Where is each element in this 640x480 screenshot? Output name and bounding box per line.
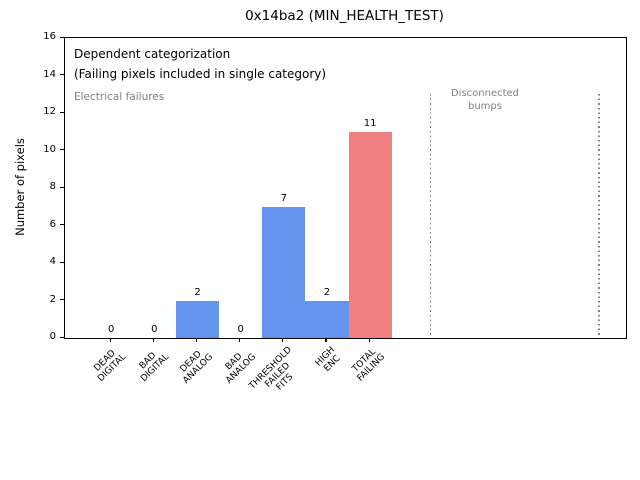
bar-value-label: 2 [194, 286, 201, 298]
y-tick-mark [60, 74, 64, 76]
y-tick-label: 4 [49, 256, 56, 267]
x-tick-label: THRESHOLD FAILED FITS [247, 345, 296, 393]
x-tick-mark [368, 338, 370, 342]
y-tick-label: 2 [49, 293, 56, 305]
bar-value-label: 2 [323, 286, 331, 298]
annotation-dependent-categorization-line2: (Failing pixels included in single categ… [74, 67, 327, 81]
x-tick-label: DEAD DIGITAL [92, 348, 129, 385]
bar-value-label: 0 [237, 324, 244, 335]
x-tick-label: BAD DIGITAL [138, 350, 172, 385]
x-tick-mark [109, 338, 111, 342]
y-tick-label: 12 [43, 106, 56, 117]
y-tick-label: 14 [43, 68, 56, 80]
annotation-disconnected-bumps-line2: bumps [468, 101, 502, 112]
chart-title: 0x14ba2 (MIN_HEALTH_TEST) [245, 8, 444, 24]
x-tick-mark [196, 338, 198, 342]
x-tick-label: HIGH ENC [313, 345, 343, 374]
y-tick-mark [60, 224, 64, 226]
annotation-disconnected-bumps: Disconnected bumps [451, 87, 519, 113]
y-tick-label: 8 [49, 181, 56, 192]
bar-threshold-failed-fits [262, 206, 306, 338]
bar-total-failing [348, 131, 392, 338]
annotation-disconnected-bumps-line1: Disconnected [450, 88, 520, 99]
plot-area: Dependent categorization (Failing pixels… [64, 37, 627, 339]
x-tick-mark [152, 338, 155, 342]
y-tick-mark [60, 336, 64, 338]
y-tick-mark [60, 186, 64, 188]
y-tick-mark [60, 111, 64, 113]
x-tick-mark [325, 338, 327, 342]
y-tick-mark [60, 36, 64, 38]
y-tick-label: 10 [43, 143, 56, 155]
bar-dead-analog [175, 300, 220, 338]
y-tick-mark [60, 299, 64, 301]
bar-value-label: 7 [280, 192, 287, 204]
bar-value-label: 0 [151, 324, 158, 335]
y-tick-label: 6 [49, 218, 56, 230]
y-tick-mark [60, 149, 64, 151]
dotted-divider-line [429, 94, 432, 338]
y-tick-mark [60, 261, 64, 263]
bar-high-enc [305, 300, 349, 338]
x-tick-mark [239, 338, 241, 342]
y-tick-label: 16 [43, 31, 56, 42]
x-tick-label: TOTAL FAILING [350, 347, 388, 384]
annotation-electrical-failures: Electrical failures [74, 91, 165, 103]
bar-value-label: 11 [363, 117, 377, 129]
y-tick-label: 0 [49, 331, 56, 342]
x-tick-label: DEAD ANALOG [178, 349, 215, 386]
bar-value-label: 0 [108, 324, 115, 335]
annotation-dependent-categorization-line1: Dependent categorization [74, 47, 231, 61]
x-tick-mark [282, 338, 284, 342]
dotted-divider-line [598, 94, 600, 338]
